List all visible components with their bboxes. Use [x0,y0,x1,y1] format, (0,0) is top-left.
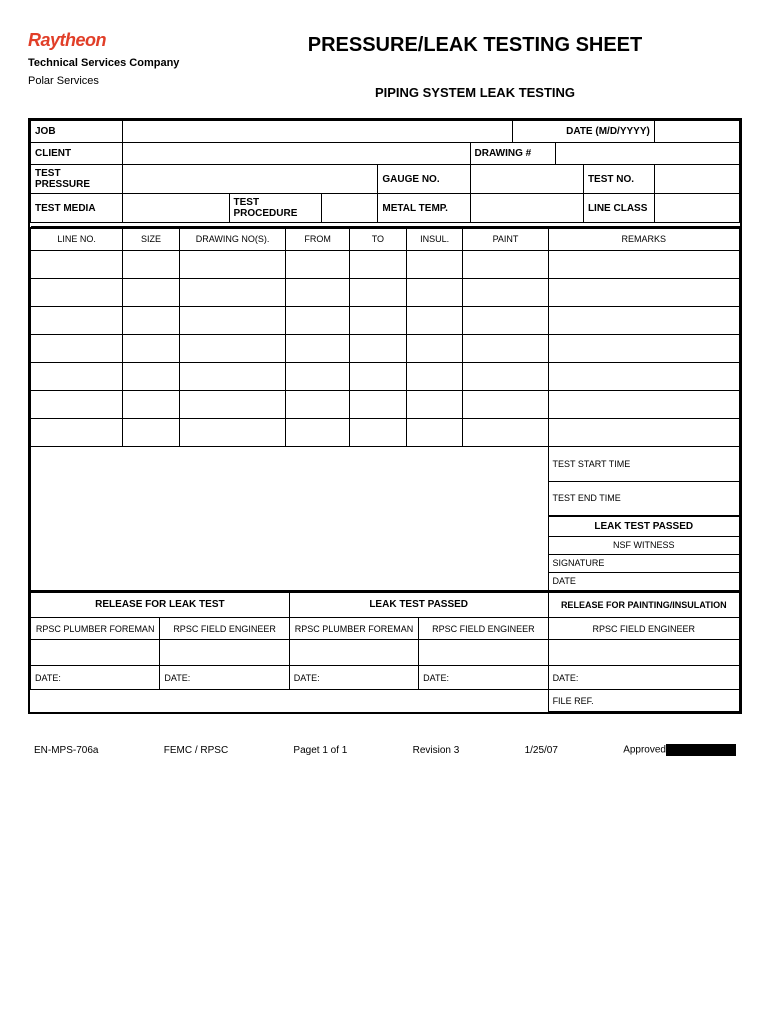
redacted-box [666,744,736,756]
table-row[interactable] [31,250,740,278]
date-label-3: DATE: [289,666,418,690]
spacer-row [31,223,740,227]
label-metal-temp: METAL TEMP. [378,194,470,223]
data-table: LINE NO. SIZE DRAWING NO(S). FROM TO INS… [30,227,740,591]
footer-page: Paget 1 of 1 [293,745,347,756]
role-plumber-2: RPSC PLUMBER FOREMAN [289,618,418,640]
date-label-2: DATE: [160,666,289,690]
table-row[interactable] [31,306,740,334]
label-date: DATE (M/D/YYYY) [513,121,655,143]
empty-span [31,446,549,516]
sub-title: PIPING SYSTEM LEAK TESTING [208,85,742,100]
table-row[interactable] [31,334,740,362]
footer-form-id: EN-MPS-706a [34,745,98,756]
label-test-procedure: TEST PROCEDURE [229,194,321,223]
role-field-3: RPSC FIELD ENGINEER [548,618,739,640]
date-label-4: DATE: [419,666,548,690]
label-job: JOB [31,121,123,143]
header-release-paint: RELEASE FOR PAINTING/INSULATION [548,592,739,618]
col-to: TO [350,228,407,250]
label-gauge-no: GAUGE NO. [378,165,470,194]
empty-span-2 [31,516,549,590]
field-metal-temp[interactable] [470,194,583,223]
label-test-media: TEST MEDIA [31,194,123,223]
label-drawing-no: DRAWING # [470,143,555,165]
label-leak-test-passed: LEAK TEST PASSED [548,516,739,536]
table-row: TEST START TIME [31,446,740,481]
top-info-table: JOB DATE (M/D/YYYY) CLIENT DRAWING # TES… [30,120,740,227]
title-block: PRESSURE/LEAK TESTING SHEET PIPING SYSTE… [208,30,742,100]
label-nsf-witness: NSF WITNESS [548,536,739,554]
col-remarks: REMARKS [548,228,739,250]
division-name: Polar Services [28,75,208,87]
label-test-end: TEST END TIME [548,481,739,516]
field-gauge-no[interactable] [470,165,583,194]
field-test-pressure[interactable] [123,165,378,194]
label-file-ref: FILE REF. [548,690,739,712]
footer: EN-MPS-706a FEMC / RPSC Paget 1 of 1 Rev… [28,744,742,756]
label-test-pressure: TEST PRESSURE [31,165,123,194]
sig-field-4[interactable] [419,640,548,666]
col-line-no: LINE NO. [31,228,123,250]
logo-block: Raytheon Technical Services Company Pola… [28,30,208,87]
table-row[interactable] [31,418,740,446]
col-from: FROM [286,228,350,250]
label-test-start: TEST START TIME [548,446,739,481]
sig-field-2[interactable] [160,640,289,666]
col-insul: INSUL. [406,228,463,250]
field-test-media[interactable] [123,194,229,223]
role-plumber-1: RPSC PLUMBER FOREMAN [31,618,160,640]
company-subtitle: Technical Services Company [28,57,208,69]
field-date[interactable] [654,121,739,143]
footer-approved: Approved [623,744,736,756]
role-field-1: RPSC FIELD ENGINEER [160,618,289,640]
date-label-5: DATE: [548,666,739,690]
sig-field-5[interactable] [548,640,739,666]
form-container: JOB DATE (M/D/YYYY) CLIENT DRAWING # TES… [28,118,742,714]
header-leak-passed: LEAK TEST PASSED [289,592,548,618]
col-paint: PAINT [463,228,548,250]
table-row[interactable] [31,362,740,390]
label-test-no: TEST NO. [583,165,654,194]
footer-femc: FEMC / RPSC [164,745,228,756]
footer-revision: Revision 3 [413,745,460,756]
table-row[interactable] [31,278,740,306]
table-row[interactable] [31,390,740,418]
label-signature: SIGNATURE [548,554,739,572]
footer-rev-date: 1/25/07 [525,745,558,756]
company-logo: Raytheon [28,30,208,51]
field-test-procedure[interactable] [321,194,378,223]
col-drawing: DRAWING NO(S). [179,228,285,250]
field-test-no[interactable] [654,165,739,194]
label-line-class: LINE CLASS [583,194,654,223]
col-size: SIZE [123,228,180,250]
footer-approved-text: Approved [623,745,666,756]
field-job[interactable] [123,121,513,143]
sig-field-1[interactable] [31,640,160,666]
field-line-class[interactable] [654,194,739,223]
role-field-2: RPSC FIELD ENGINEER [419,618,548,640]
label-client: CLIENT [31,143,123,165]
signature-table: RELEASE FOR LEAK TEST LEAK TEST PASSED R… [30,591,740,713]
sig-field-3[interactable] [289,640,418,666]
date-label-1: DATE: [31,666,160,690]
field-client[interactable] [123,143,470,165]
main-title: PRESSURE/LEAK TESTING SHEET [208,34,742,57]
empty-bottom [31,690,549,712]
label-date-right: DATE [548,572,739,590]
header-release-leak: RELEASE FOR LEAK TEST [31,592,290,618]
header: Raytheon Technical Services Company Pola… [28,30,742,100]
field-drawing-no[interactable] [555,143,739,165]
